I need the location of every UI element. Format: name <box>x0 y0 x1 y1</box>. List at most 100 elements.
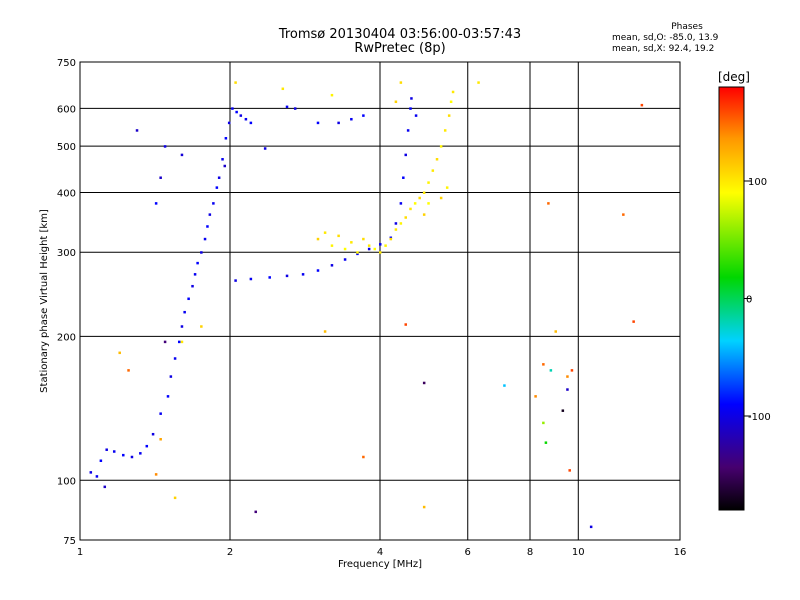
colorbar-ticks: 100 0 -100 <box>744 177 771 423</box>
data-point-o <box>394 222 398 225</box>
x-tick-label: 6 <box>465 547 471 558</box>
data-point-x <box>435 158 439 161</box>
data-point-o <box>399 202 403 205</box>
data-point-o <box>206 225 209 228</box>
data-point-noise <box>542 363 545 366</box>
data-point-o <box>159 412 162 415</box>
data-point-o <box>301 273 305 276</box>
data-point-noise <box>640 103 644 107</box>
data-point-o <box>239 114 243 117</box>
data-point-o <box>187 297 190 301</box>
data-point-o <box>285 274 289 278</box>
data-point-x <box>234 81 237 84</box>
data-point-x <box>350 241 353 244</box>
data-point-noise <box>323 330 327 333</box>
data-point-noise <box>159 437 162 441</box>
points-layer <box>89 81 644 529</box>
y-axis-title: Stationary phase Virtual Height [km] <box>39 209 50 393</box>
y-tick-label: 200 <box>57 332 76 343</box>
colorbar-tick-label: -100 <box>748 412 771 423</box>
data-point-o <box>99 459 103 462</box>
data-point-x <box>427 202 430 205</box>
data-point-o <box>89 471 93 474</box>
data-point-noise <box>554 330 557 333</box>
data-point-o <box>166 395 170 398</box>
data-point-noise <box>127 369 130 372</box>
data-point-o <box>217 176 221 179</box>
data-point-o <box>316 269 320 272</box>
data-point-o <box>367 247 371 251</box>
data-point-noise <box>566 375 569 378</box>
data-point-noise <box>422 381 426 385</box>
data-point-o <box>263 147 267 150</box>
data-point-o <box>379 243 382 246</box>
data-point-x <box>445 186 449 189</box>
data-point-noise <box>503 384 506 387</box>
data-point-x <box>367 244 371 247</box>
data-point-noise <box>154 473 158 476</box>
data-point-o <box>95 475 99 478</box>
data-point-noise <box>163 340 167 344</box>
data-point-noise <box>118 351 121 355</box>
data-point-o <box>285 105 289 109</box>
data-point-x <box>316 237 320 241</box>
y-tick-label: 500 <box>57 142 76 153</box>
data-point-x <box>343 247 347 251</box>
data-point-x <box>399 222 403 225</box>
data-point-x <box>384 244 387 247</box>
x-tick-label: 8 <box>527 547 533 558</box>
data-point-x <box>477 81 480 84</box>
data-point-x <box>389 237 393 241</box>
data-point-x <box>394 228 398 231</box>
data-point-x <box>451 90 455 94</box>
data-point-o <box>223 164 227 168</box>
colorbar <box>718 86 745 511</box>
data-point-x <box>439 145 443 148</box>
data-point-x <box>373 247 377 251</box>
data-point-noise <box>570 369 574 372</box>
data-point-o <box>105 448 108 451</box>
data-point-o <box>169 375 173 378</box>
data-point-o <box>212 202 215 205</box>
data-point-x <box>439 196 443 200</box>
data-point-x <box>180 340 184 344</box>
x-tick-label: 4 <box>377 547 383 558</box>
y-tick-label: 300 <box>57 248 76 259</box>
data-point-o <box>235 110 238 114</box>
data-point-o <box>402 176 405 179</box>
data-point-x <box>413 202 417 205</box>
data-point-o <box>244 117 248 121</box>
data-point-x <box>356 251 359 254</box>
data-point-o <box>135 129 139 132</box>
y-tick-label: 100 <box>57 476 76 487</box>
x-axis-title: Frequency [MHz] <box>338 559 422 570</box>
data-point-o <box>350 117 353 121</box>
data-point-o <box>268 276 271 279</box>
data-point-noise <box>542 421 545 425</box>
data-point-x <box>422 213 426 216</box>
y-tick-label: 750 <box>57 58 76 69</box>
data-point-o <box>163 145 167 148</box>
phases-mean-x: mean, sd,X: 92.4, 19.2 <box>612 44 715 54</box>
y-tick-label: 400 <box>57 188 76 199</box>
plot-frame <box>79 61 681 541</box>
data-point-noise <box>404 323 407 326</box>
chart-title-line2: RwPretec (8p) <box>354 41 446 56</box>
data-point-o <box>231 107 234 110</box>
data-point-o <box>414 114 418 117</box>
data-point-o <box>362 114 365 117</box>
data-point-o <box>409 107 412 110</box>
data-point-o <box>139 452 142 455</box>
data-point-o <box>337 121 340 125</box>
data-point-o <box>404 153 407 157</box>
data-point-o <box>227 121 231 125</box>
data-point-o <box>249 277 253 281</box>
data-point-o <box>208 213 212 216</box>
data-point-x <box>447 114 451 117</box>
colorbar-tick-label: 100 <box>748 177 767 188</box>
data-point-o <box>183 310 186 314</box>
data-point-o <box>410 97 413 100</box>
data-point-x <box>404 216 407 219</box>
data-point-x <box>337 234 340 238</box>
data-point-o <box>316 121 320 125</box>
